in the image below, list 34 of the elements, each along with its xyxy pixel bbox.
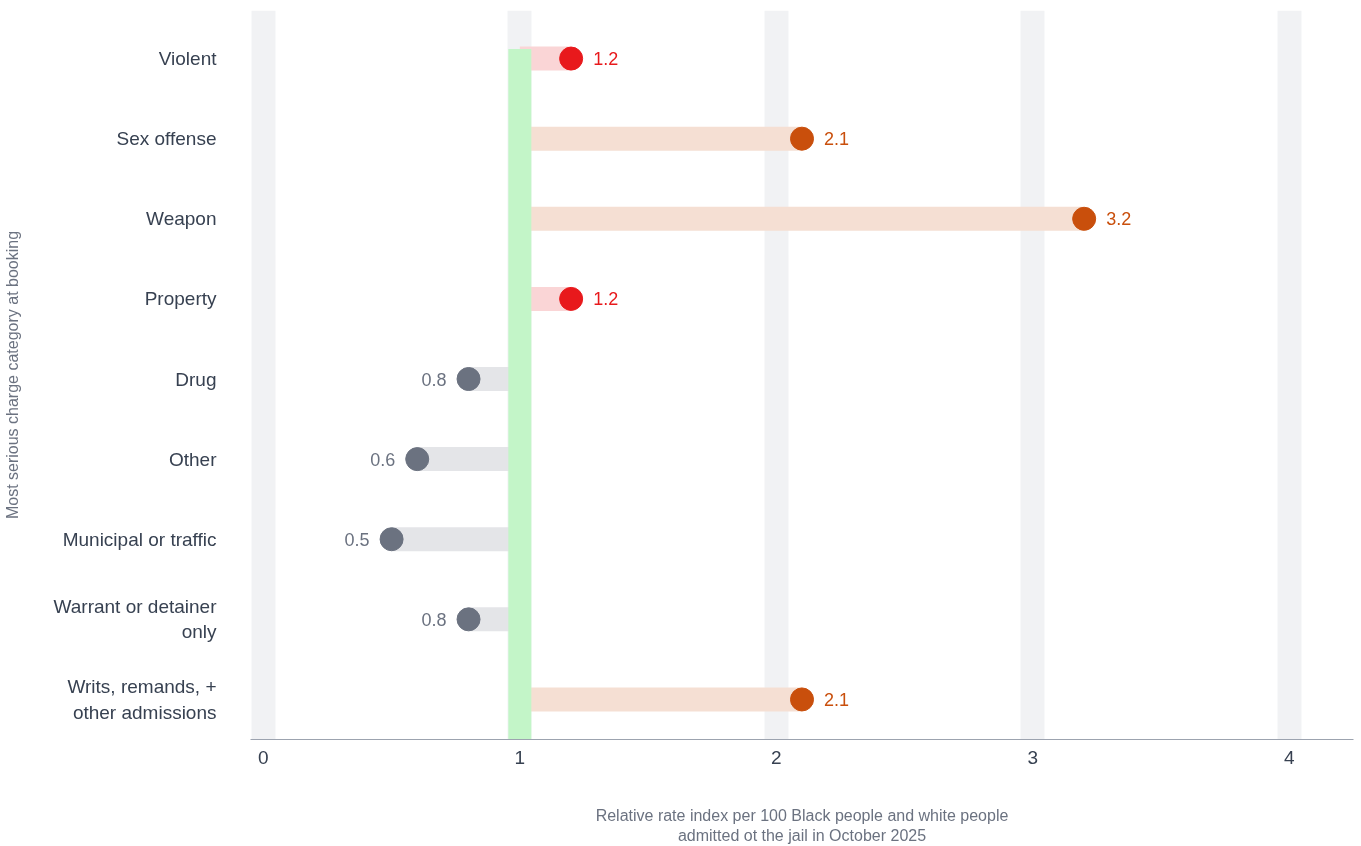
point [405, 447, 430, 472]
data-label: 2.1 [824, 689, 850, 710]
x-tick-label: 3 [1027, 746, 1039, 768]
x-axis-title: Relative rate index per 100 Black people and white people admitted ot the jail in October 2025 [595, 806, 1009, 844]
y-tick-label: Other [168, 448, 218, 470]
data-label: 1.2 [593, 289, 619, 310]
y-tick-label: Sex offense [116, 128, 217, 150]
data-label: 0.8 [421, 609, 447, 630]
y-tick-label: Property [144, 288, 217, 310]
y-axis-title: Most serious charge category at booking [3, 230, 21, 520]
data-label: 1.2 [593, 49, 619, 70]
data-label: 3.2 [1106, 209, 1132, 230]
x-tick-label: 0 [258, 746, 269, 768]
y-tick-label: Municipal or traffic [62, 528, 217, 550]
point [456, 367, 481, 391]
data-label: 0.6 [370, 449, 396, 470]
data-label: 2.1 [824, 129, 850, 150]
y-tick-label: Warrant or detainer only [53, 596, 218, 643]
point [559, 286, 584, 311]
x-tick-label: 2 [771, 746, 782, 768]
point [1072, 206, 1097, 231]
y-tick-label: Weapon [146, 208, 217, 230]
y-tick-label: Drug [175, 368, 217, 390]
point [790, 126, 814, 151]
point [456, 607, 481, 632]
data-label: 0.8 [421, 369, 447, 390]
x-tick-label: 1 [514, 746, 526, 768]
point [379, 527, 404, 552]
y-tick-label: Violent [158, 48, 218, 70]
x-tick-label: 4 [1284, 746, 1296, 768]
point [559, 46, 584, 71]
data-label: 0.5 [344, 529, 370, 550]
y-tick-label: Writs, remands, + other admissions [67, 676, 217, 723]
point [790, 687, 814, 712]
